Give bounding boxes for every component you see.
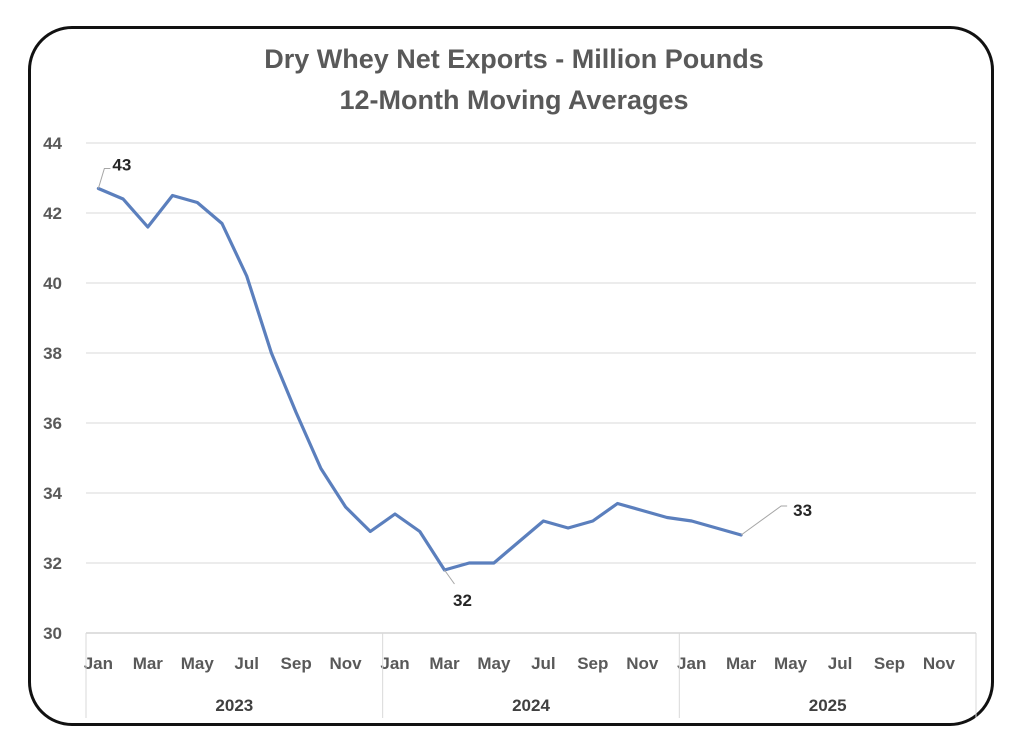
x-year-label: 2025 xyxy=(809,696,847,715)
x-tick-label: Jul xyxy=(531,654,556,673)
x-tick-label: Nov xyxy=(923,654,956,673)
y-axis: 30 32 34 36 38 40 42 44 xyxy=(43,134,62,643)
data-label: 32 xyxy=(453,591,472,610)
x-tick-label: May xyxy=(181,654,215,673)
chart-title: Dry Whey Net Exports - Million Pounds xyxy=(264,44,764,74)
x-tick-label: May xyxy=(774,654,808,673)
x-tick-label: Sep xyxy=(281,654,312,673)
data-label-leader xyxy=(97,168,111,189)
x-tick-label: Jul xyxy=(234,654,259,673)
y-tick-label: 38 xyxy=(43,344,62,363)
y-tick-label: 42 xyxy=(43,204,62,223)
x-tick-label: Jul xyxy=(828,654,853,673)
data-label: 33 xyxy=(793,501,812,520)
data-label-leader xyxy=(444,569,455,585)
x-tick-label: Jan xyxy=(677,654,706,673)
chart-subtitle: 12-Month Moving Averages xyxy=(339,85,688,115)
y-tick-label: 36 xyxy=(43,414,62,433)
x-tick-label: Nov xyxy=(626,654,659,673)
y-tick-label: 30 xyxy=(43,624,62,643)
data-label: 43 xyxy=(112,156,131,175)
y-tick-label: 40 xyxy=(43,274,62,293)
y-tick-label: 32 xyxy=(43,554,62,573)
x-year-label: 2024 xyxy=(512,696,550,715)
gridlines xyxy=(86,142,976,634)
x-year-label: 2023 xyxy=(215,696,253,715)
series-line xyxy=(96,186,743,572)
data-label-leader xyxy=(740,505,788,536)
y-tick-label: 34 xyxy=(43,484,62,503)
x-tick-label: Mar xyxy=(133,654,164,673)
x-tick-label: Mar xyxy=(429,654,460,673)
x-tick-label: Mar xyxy=(726,654,757,673)
series-group xyxy=(96,186,743,572)
x-tick-label: Nov xyxy=(330,654,363,673)
x-tick-label: Sep xyxy=(874,654,905,673)
x-axis: Jan Mar May Jul Sep Nov Jan Mar May Jul Sep Nov Jan M… xyxy=(84,633,977,718)
x-tick-label: May xyxy=(477,654,511,673)
x-tick-label: Sep xyxy=(577,654,608,673)
y-tick-label: 44 xyxy=(43,134,62,153)
x-tick-label: Jan xyxy=(84,654,113,673)
data-labels: 43 32 33 xyxy=(97,156,812,610)
x-tick-label: Jan xyxy=(380,654,409,673)
